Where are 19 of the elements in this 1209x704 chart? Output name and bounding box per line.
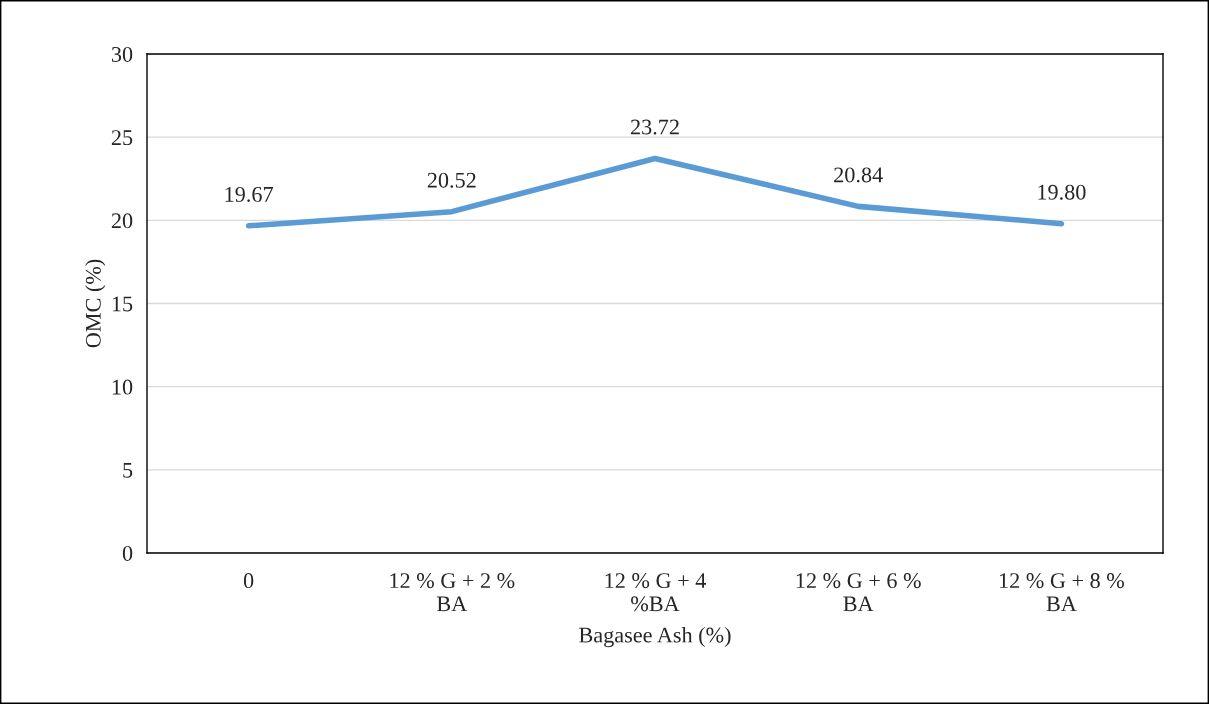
text: 19.80 [1038,184,1086,200]
y-tick-label: 20 [111,213,133,229]
y-tick-label: 25 [111,130,133,146]
text: 23.72 [630,119,679,135]
text: 20.52 [427,172,476,188]
x-tick-label: 12 % G + 2 % BA [390,573,515,612]
y-tick-label: 10 [112,379,133,395]
y-tick-label: 0 [122,545,133,561]
text: 20.84 [834,167,883,183]
y-tick-label: 5 [123,462,133,478]
y-axis-title: OMC (%) [85,259,106,348]
y-tick-label: 30 [111,46,133,62]
y-tick-label: 15 [112,296,133,312]
text: 19.67 [225,186,273,202]
x-tick-label: 0 [243,573,254,589]
x-tick-label: 12 % G + 4 %BA [605,573,706,612]
x-axis-title: Bagasee Ash (%) [579,626,731,648]
x-tick-label: 12 % G + 6 % BA [796,573,921,612]
x-tick-label: 12 % G + 8 % BA [1000,573,1124,612]
